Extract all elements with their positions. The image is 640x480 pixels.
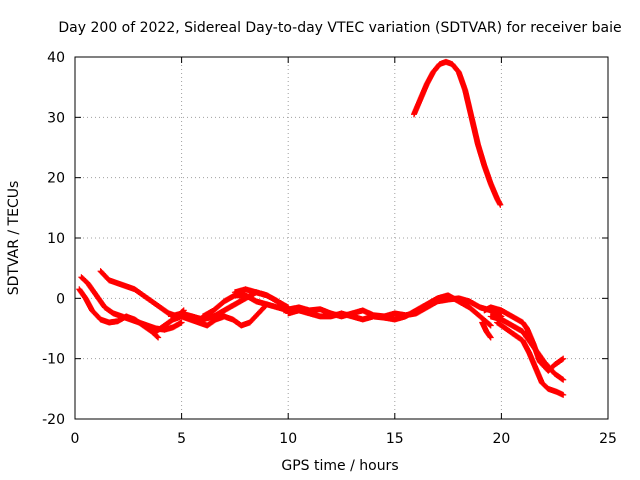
series-markers xyxy=(487,313,567,383)
data-series xyxy=(76,58,567,398)
series-markers xyxy=(199,292,292,320)
plot-frame xyxy=(74,56,609,420)
series-markers xyxy=(479,319,494,341)
y-tick-label: 30 xyxy=(47,110,65,126)
x-tick-label: 20 xyxy=(492,431,510,447)
series-markers xyxy=(153,301,270,335)
y-axis-label: SDTVAR / TECUs xyxy=(6,181,22,296)
x-tick-label: 5 xyxy=(177,431,186,447)
y-tick-label: 20 xyxy=(47,171,65,187)
y-tick-label: -10 xyxy=(42,352,65,368)
series-arc-12 xyxy=(487,313,567,383)
series-arc-4 xyxy=(153,301,270,335)
series-arc-13 xyxy=(494,319,567,398)
series-markers xyxy=(231,286,292,314)
x-tick-label: 15 xyxy=(386,431,404,447)
axis-ticks: 0 5 10 15 20 25 -20 -10 0 10 20 30 40 xyxy=(42,50,617,447)
series-arc-7 xyxy=(231,286,292,314)
grid xyxy=(75,57,608,419)
series-markers xyxy=(285,292,494,329)
series-arc-9 xyxy=(285,292,494,329)
series-arc-10 xyxy=(410,58,504,208)
x-axis-label: GPS time / hours xyxy=(281,458,398,474)
y-tick-label: 10 xyxy=(47,231,65,247)
x-tick-label: 0 xyxy=(71,431,80,447)
y-tick-label: 0 xyxy=(56,291,65,307)
series-markers xyxy=(410,58,504,208)
y-tick-label: 40 xyxy=(47,50,65,66)
series-arc-6 xyxy=(199,292,292,320)
series-markers xyxy=(494,319,567,398)
y-tick-label: -20 xyxy=(42,412,65,428)
x-tick-label: 25 xyxy=(599,431,617,447)
series-arc-14 xyxy=(479,319,494,341)
chart-title: Day 200 of 2022, Sidereal Day-to-day VTE… xyxy=(58,20,621,36)
x-tick-label: 10 xyxy=(279,431,297,447)
